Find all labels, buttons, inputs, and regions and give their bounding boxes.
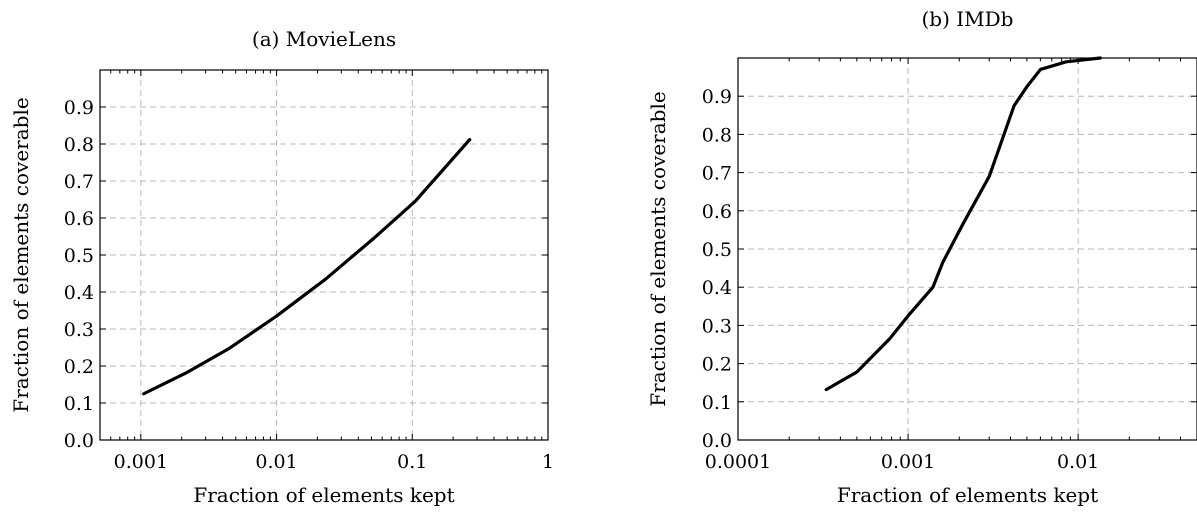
chart-panel-imdb: (b) IMDb Fraction of elements kept Fract… [646, 7, 1197, 507]
chart-title: (a) MovieLens [252, 27, 396, 51]
x-axis-label: Fraction of elements kept [193, 483, 454, 507]
y-tick-label: 0.7 [702, 163, 732, 185]
y-tick-label: 0.9 [64, 97, 94, 119]
series-line [142, 137, 472, 396]
y-tick-label: 0.2 [702, 354, 732, 376]
y-axis-label: Fraction of elements coverable [646, 91, 670, 406]
y-tick-label: 0.8 [702, 124, 732, 146]
x-tick-label: 0.01 [255, 451, 297, 473]
y-tick-label: 0.8 [64, 134, 94, 156]
grid [738, 58, 1197, 440]
y-tick-label: 0.4 [702, 277, 732, 299]
y-tick-label: 0.3 [702, 315, 732, 337]
x-tick-label: 0.001 [114, 451, 168, 473]
y-tick-label: 0.5 [64, 245, 94, 267]
y-tick-label: 0.2 [64, 356, 94, 378]
y-tick-label: 0.0 [64, 430, 94, 452]
x-axis-label: Fraction of elements kept [837, 483, 1098, 507]
chart-panel-movielens: (a) MovieLens Fraction of elements kept … [9, 27, 554, 507]
y-tick-label: 0.6 [702, 201, 732, 223]
grid [100, 70, 548, 440]
y-tick-label: 0.6 [64, 208, 94, 230]
y-tick-label: 0.1 [702, 392, 732, 414]
ticks: 0.0 0.1 0.2 0.3 0.4 0.5 0.6 0.7 0.8 0.9 0.0001 0.00… [702, 58, 1197, 473]
x-tick-label: 0.0001 [705, 451, 771, 473]
chart-title: (b) IMDb [922, 7, 1014, 31]
series-line [824, 56, 1102, 392]
x-tick-label: 0.01 [1057, 451, 1099, 473]
plot-frame [737, 57, 1197, 441]
x-tick-label: 0.1 [397, 451, 427, 473]
y-tick-label: 0.9 [702, 86, 732, 108]
x-tick-label: 0.001 [881, 451, 935, 473]
x-tick-label: 1 [542, 451, 554, 473]
y-tick-label: 0.4 [64, 282, 94, 304]
y-tick-label: 0.7 [64, 171, 94, 193]
y-tick-label: 0.3 [64, 319, 94, 341]
y-tick-label: 0.0 [702, 430, 732, 452]
ticks: 0.0 0.1 0.2 0.3 0.4 0.5 0.6 0.7 0.8 0.9 0.001 0.01 0… [64, 70, 554, 473]
y-axis-label: Fraction of elements coverable [9, 97, 33, 412]
y-tick-label: 0.5 [702, 239, 732, 261]
plot-frame [99, 69, 549, 441]
y-tick-label: 0.1 [64, 393, 94, 415]
